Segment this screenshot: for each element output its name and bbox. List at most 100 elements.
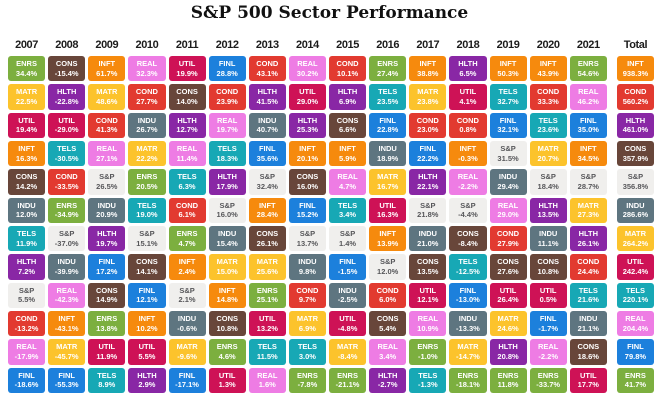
cell-value-label: -55.3% bbox=[54, 380, 79, 390]
cell-value-label: 15.0% bbox=[216, 266, 238, 276]
quilt-cell-2013-finl: FINL 35.6% bbox=[248, 141, 286, 167]
quilt-cell-2020-sp: S&P 18.4% bbox=[529, 169, 567, 195]
quilt-cell-2018-finl: FINL -13.0% bbox=[449, 282, 487, 308]
cell-value-label: 0.8% bbox=[459, 125, 477, 135]
cell-sector-label: MATR bbox=[577, 200, 599, 210]
cell-sector-label: TELS bbox=[97, 370, 117, 380]
quilt-cell-2015-matr: MATR -8.4% bbox=[329, 339, 367, 365]
cell-sector-label: ENRS bbox=[16, 58, 37, 68]
cell-value-label: 461.0% bbox=[622, 125, 649, 135]
cell-sector-label: COND bbox=[296, 285, 319, 295]
cell-sector-label: INFT bbox=[18, 143, 35, 153]
quilt-cell-2019-inft: INFT 50.3% bbox=[489, 56, 527, 82]
quilt-cell-2021-indu: INDU 21.1% bbox=[569, 311, 607, 337]
cell-value-label: -8.4% bbox=[337, 351, 358, 361]
cell-value-label: -0.6% bbox=[177, 323, 197, 333]
cell-value-label: 23.6% bbox=[537, 125, 559, 135]
cell-sector-label: S&P bbox=[58, 228, 75, 238]
quilt-cell-2008-indu: INDU -39.9% bbox=[48, 254, 86, 280]
cell-sector-label: REAL bbox=[257, 370, 278, 380]
quilt-cell-2011-matr: MATR -9.6% bbox=[168, 339, 206, 365]
quilt-cell-2018-util: UTIL 4.1% bbox=[449, 84, 487, 110]
cell-value-label: 15.1% bbox=[136, 238, 158, 248]
cell-sector-label: TELS bbox=[16, 228, 37, 238]
quilt-cell-2014-cons: CONS 16.0% bbox=[288, 169, 326, 195]
year-label-2012: 2012 bbox=[215, 39, 239, 51]
quilt-cell-2011-cons: CONS 14.0% bbox=[168, 84, 206, 110]
quilt-cell-2009-sp: S&P 26.5% bbox=[88, 169, 126, 195]
cell-sector-label: ENRS bbox=[377, 58, 399, 68]
cell-value-label: 10.9% bbox=[417, 323, 439, 333]
cell-value-label: 12.1% bbox=[417, 295, 439, 305]
cell-sector-label: TELS bbox=[538, 115, 558, 125]
quilt-cell-2021-cond: COND 24.4% bbox=[569, 254, 607, 280]
quilt-cell-2007-cons: CONS 14.2% bbox=[8, 169, 46, 195]
quilt-cell-2010-sp: S&P 15.1% bbox=[128, 226, 166, 252]
quilt-cell-2012-sp: S&P 16.0% bbox=[208, 197, 246, 223]
cell-value-label: 9.7% bbox=[298, 295, 316, 305]
quilt-cell-2017-inft: INFT 38.8% bbox=[409, 56, 447, 82]
quilt-cell-2019-hlth: HLTH 20.8% bbox=[489, 339, 527, 365]
cell-sector-label: COND bbox=[537, 87, 560, 97]
cell-sector-label: S&P bbox=[339, 228, 356, 238]
cell-value-label: -2.2% bbox=[458, 181, 478, 191]
cell-value-label: 43.9% bbox=[537, 68, 559, 78]
quilt-cell-2016-util: UTIL 16.3% bbox=[369, 197, 407, 223]
cell-value-label: 16.3% bbox=[377, 210, 399, 220]
quilt-cell-2014-util: UTIL 29.0% bbox=[288, 84, 326, 110]
quilt-cell-2008-sp: S&P -37.0% bbox=[48, 226, 86, 252]
cell-sector-label: S&P bbox=[460, 200, 476, 210]
cell-value-label: 12.0% bbox=[377, 266, 399, 276]
cell-value-label: 24.6% bbox=[497, 323, 519, 333]
quilt-cell-2008-finl: FINL -55.3% bbox=[48, 367, 86, 393]
cell-sector-label: HLTH bbox=[538, 200, 558, 210]
cell-sector-label: INDU bbox=[298, 257, 317, 267]
cell-value-label: 20.9% bbox=[96, 210, 118, 220]
cell-sector-label: REAL bbox=[176, 143, 198, 153]
quilt-cell-2020-hlth: HLTH 13.5% bbox=[529, 197, 567, 223]
cell-value-label: 23.0% bbox=[417, 125, 439, 135]
cell-sector-label: MATR bbox=[256, 257, 278, 267]
cell-sector-label: CONS bbox=[457, 228, 479, 238]
cell-sector-label: TELS bbox=[378, 87, 398, 97]
quilt-cell-2020-inft: INFT 43.9% bbox=[529, 56, 567, 82]
quilt-cell-2016-indu: INDU 18.9% bbox=[369, 141, 407, 167]
quilt-cell-2013-tels: TELS 11.5% bbox=[248, 339, 286, 365]
cell-value-label: 14.0% bbox=[176, 96, 198, 106]
quilt-cell-2015-hlth: HLTH 6.9% bbox=[329, 84, 367, 110]
quilt-cell-2018-inft: INFT -0.3% bbox=[449, 141, 487, 167]
quilt-cell-2015-util: UTIL -4.8% bbox=[329, 311, 367, 337]
cell-value-label: 40.7% bbox=[256, 125, 278, 135]
cell-value-label: 20.8% bbox=[497, 351, 519, 361]
cell-value-label: 29.4% bbox=[497, 181, 519, 191]
quilt-cell-2016-cond: COND 6.0% bbox=[369, 282, 407, 308]
cell-sector-label: INDU bbox=[539, 228, 558, 238]
cell-value-label: 19.7% bbox=[96, 238, 118, 248]
cell-sector-label: MATR bbox=[176, 342, 198, 352]
quilt-cell-2021-util: UTIL 17.7% bbox=[569, 367, 607, 393]
cell-sector-label: REAL bbox=[136, 58, 158, 68]
cell-value-label: 31.5% bbox=[497, 153, 519, 163]
year-label-2021: 2021 bbox=[576, 39, 600, 51]
quilt-cell-2007-enrs: ENRS 34.4% bbox=[8, 56, 46, 82]
quilt-cell-total-tels: TELS 220.1% bbox=[616, 282, 654, 308]
cell-sector-label: TELS bbox=[137, 200, 157, 210]
quilt-cell-2009-real: REAL 27.1% bbox=[88, 141, 126, 167]
cell-sector-label: S&P bbox=[540, 172, 556, 182]
quilt-cell-2014-tels: TELS 3.0% bbox=[288, 339, 326, 365]
quilt-cell-2018-indu: INDU -13.3% bbox=[449, 311, 487, 337]
quilt-cell-2018-real: REAL -2.2% bbox=[449, 169, 487, 195]
cell-sector-label: CONS bbox=[55, 58, 78, 68]
quilt-cell-2007-inft: INFT 16.3% bbox=[8, 141, 46, 167]
quilt-cell-total-enrs: ENRS 41.7% bbox=[616, 367, 654, 393]
quilt-cell-2015-tels: TELS 3.4% bbox=[329, 197, 367, 223]
cell-value-label: 242.4% bbox=[622, 266, 649, 276]
cell-value-label: 11.9% bbox=[16, 238, 37, 248]
cell-value-label: 22.5% bbox=[15, 96, 38, 106]
year-label-total: Total bbox=[623, 39, 648, 51]
cell-value-label: 17.2% bbox=[96, 266, 118, 276]
cell-sector-label: INDU bbox=[137, 115, 157, 125]
year-label-2015: 2015 bbox=[336, 39, 359, 51]
quilt-cell-2016-hlth: HLTH -2.7% bbox=[369, 367, 407, 393]
cell-sector-label: INDU bbox=[378, 143, 397, 153]
